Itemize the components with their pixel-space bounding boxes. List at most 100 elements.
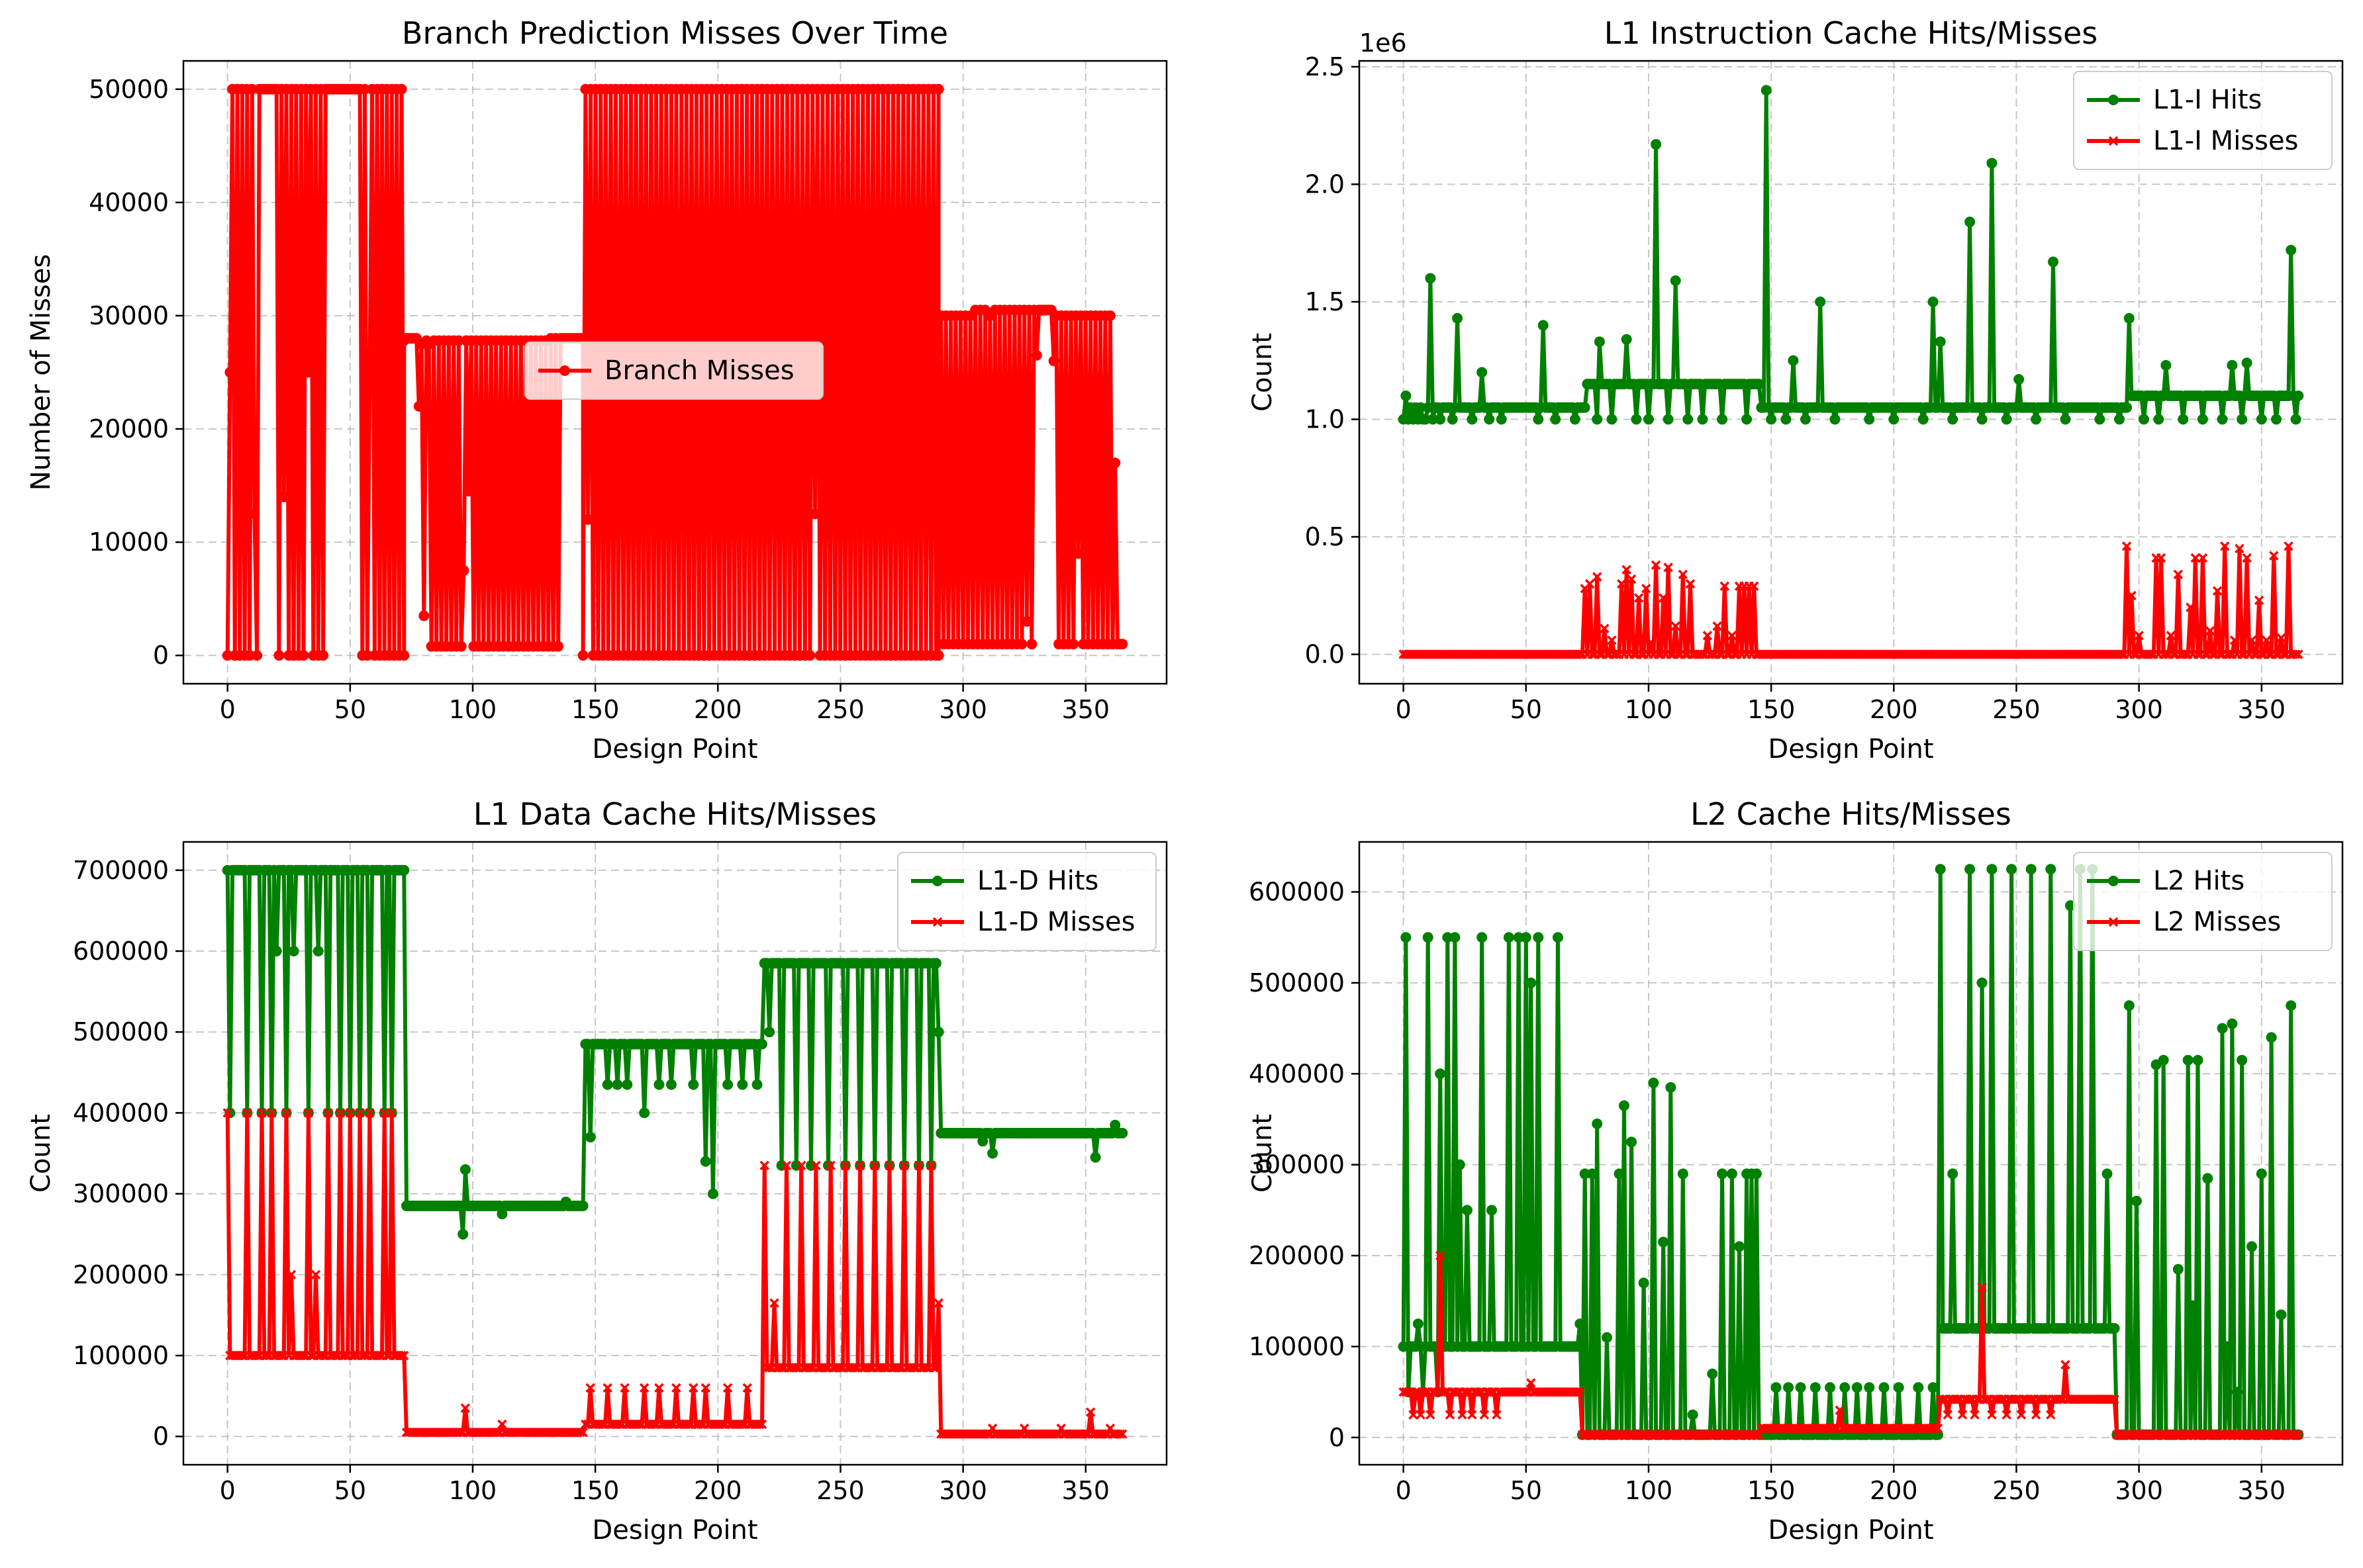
data-point xyxy=(1447,414,1458,425)
data-point xyxy=(399,1350,409,1361)
data-point xyxy=(281,1108,291,1118)
data-point xyxy=(1641,583,1651,594)
data-point xyxy=(688,1079,699,1090)
x-tick-label: 150 xyxy=(571,695,620,724)
data-point xyxy=(2064,900,2076,911)
data-point xyxy=(811,1160,821,1171)
data-point xyxy=(1621,334,1632,345)
data-point xyxy=(933,83,944,95)
data-point xyxy=(2031,1410,2041,1420)
legend: Branch Misses xyxy=(524,342,824,400)
data-point xyxy=(1117,1127,1128,1138)
legend-label: L1-D Misses xyxy=(977,907,1135,937)
data-point xyxy=(2180,649,2191,659)
data-point xyxy=(598,1419,608,1430)
data-point xyxy=(2109,1394,2119,1405)
y-tick-label: 100000 xyxy=(1249,1332,1345,1361)
data-point xyxy=(1719,581,1730,591)
data-point xyxy=(1614,1168,1625,1179)
data-point xyxy=(553,641,564,652)
data-point xyxy=(262,1350,272,1361)
data-point xyxy=(2242,553,2252,563)
data-point xyxy=(578,1427,588,1438)
data-point xyxy=(2178,414,2189,425)
data-point xyxy=(1663,562,1673,573)
data-point xyxy=(1110,1119,1121,1130)
data-point xyxy=(399,864,410,876)
y-tick-label: 10000 xyxy=(89,528,169,557)
data-point xyxy=(1467,1410,1477,1420)
data-point xyxy=(1829,414,1841,425)
y-tick-label: 600000 xyxy=(73,937,169,966)
data-point xyxy=(1715,649,1725,659)
data-point xyxy=(2293,649,2303,659)
data-point xyxy=(222,650,233,661)
data-point xyxy=(1987,1410,1997,1420)
x-tick-label: 150 xyxy=(571,1476,620,1505)
data-point xyxy=(1722,649,1732,659)
data-point xyxy=(413,400,424,412)
data-point xyxy=(1717,414,1728,425)
data-point xyxy=(1964,864,1976,875)
data-point xyxy=(382,1350,392,1361)
data-point xyxy=(1626,574,1637,584)
data-point xyxy=(634,1419,645,1430)
y-tick-label: 300000 xyxy=(73,1179,169,1209)
y-tick-label: 300000 xyxy=(1249,1150,1345,1179)
y-tick-label: 600000 xyxy=(1249,878,1345,907)
data-point xyxy=(1492,1410,1502,1420)
data-point xyxy=(614,1419,625,1430)
x-tick-label: 150 xyxy=(1747,695,1796,724)
x-tick-label: 250 xyxy=(1992,695,2041,724)
data-point xyxy=(791,1363,802,1373)
data-point xyxy=(2246,1241,2257,1252)
data-point xyxy=(1986,864,1998,875)
data-point xyxy=(577,1200,589,1211)
data-point xyxy=(1972,1394,1982,1405)
data-point xyxy=(1788,355,1799,366)
data-point xyxy=(2131,1195,2142,1207)
data-point xyxy=(654,1383,664,1393)
data-point xyxy=(2284,541,2293,551)
data-point xyxy=(1537,320,1549,331)
data-point xyxy=(2246,635,2257,645)
legend-box xyxy=(524,342,824,400)
data-point xyxy=(418,610,430,622)
data-point xyxy=(249,508,260,520)
data-point xyxy=(1888,414,1900,425)
data-point xyxy=(1533,932,1544,943)
data-point xyxy=(683,1419,694,1430)
x-tick-label: 0 xyxy=(1396,1476,1412,1505)
data-point xyxy=(1678,569,1688,580)
x-tick-label: 250 xyxy=(816,1476,865,1505)
x-tick-label: 0 xyxy=(220,1476,236,1505)
data-point xyxy=(267,1108,277,1118)
data-point xyxy=(756,1038,767,1050)
data-point xyxy=(458,1228,469,1240)
data-point xyxy=(1734,1241,1745,1252)
data-point xyxy=(2215,649,2225,659)
data-point xyxy=(1707,1368,1718,1379)
chart-panel-3: 0 50 100 150 200 250 300 350 0 100000 200000 300000… xyxy=(26,796,1168,1545)
data-point xyxy=(2134,630,2144,641)
legend: L1-D Hits L1-D Misses xyxy=(897,852,1157,951)
data-point xyxy=(840,1160,851,1171)
data-point xyxy=(2101,1168,2113,1179)
data-point xyxy=(2173,569,2184,580)
data-point xyxy=(926,1160,936,1171)
data-point xyxy=(2060,414,2071,425)
data-point xyxy=(1729,649,1739,659)
chart-title: Branch Prediction Misses Over Time xyxy=(402,15,948,51)
data-point xyxy=(2041,1394,2051,1405)
data-point xyxy=(1521,1387,1531,1397)
data-point xyxy=(1957,1410,1968,1420)
x-tick-label: 250 xyxy=(816,695,865,724)
data-point xyxy=(689,1383,699,1393)
data-point xyxy=(299,1350,309,1361)
data-point xyxy=(585,1383,595,1393)
data-point xyxy=(2200,649,2210,659)
data-point xyxy=(1552,932,1563,943)
legend-marker xyxy=(2108,876,2119,886)
data-point xyxy=(836,1363,845,1373)
data-point xyxy=(1068,639,1079,650)
